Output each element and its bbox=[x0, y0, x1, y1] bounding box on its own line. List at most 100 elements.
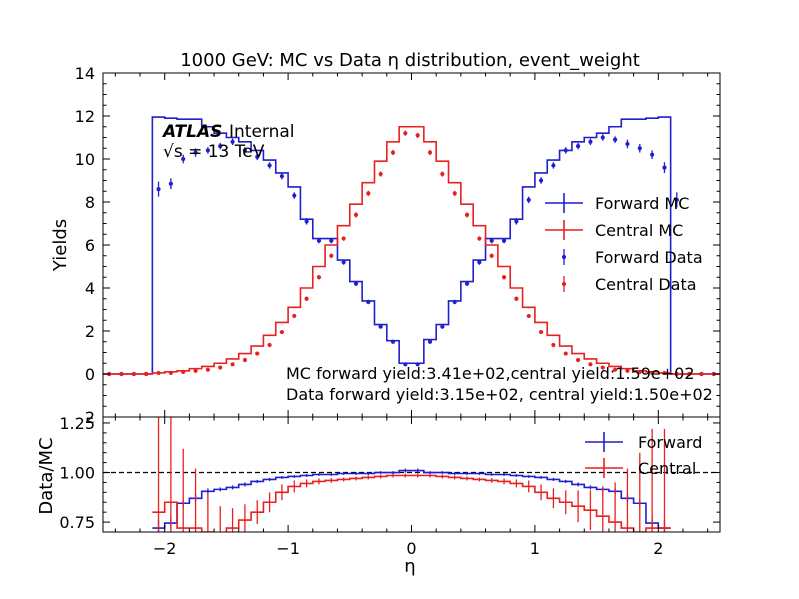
data-point-central-data-25 bbox=[415, 133, 420, 138]
data-point-central-data-41 bbox=[613, 367, 618, 372]
ratio-x-tick-label-1: 1 bbox=[530, 539, 540, 558]
data-point-forward-data-46 bbox=[674, 197, 679, 202]
data-point-central-data-19 bbox=[341, 236, 346, 241]
data-point-central-data-40 bbox=[600, 365, 605, 370]
data-point-central-data-4 bbox=[156, 370, 161, 376]
data-point-forward-data-33 bbox=[514, 219, 519, 224]
data-point-forward-data-23 bbox=[390, 339, 396, 344]
data-point-forward-data-8 bbox=[205, 148, 210, 153]
data-point-central-data-38 bbox=[575, 357, 581, 363]
data-point-forward-data-13 bbox=[267, 163, 272, 168]
main-y-tick-label-14: 14 bbox=[75, 64, 95, 83]
main-y-tick-label-6: 6 bbox=[85, 236, 95, 255]
data-point-central-data-24 bbox=[403, 131, 408, 136]
data-point-central-data-17 bbox=[316, 275, 322, 280]
data-point-forward-data-41 bbox=[613, 137, 618, 142]
data-point-forward-data-36 bbox=[551, 163, 556, 168]
legend-handle-forward-data bbox=[561, 254, 567, 260]
energy-label: √s = 13 TeV bbox=[163, 142, 265, 162]
main-y-tick-label-0: 0 bbox=[85, 365, 95, 384]
data-point-central-data-18 bbox=[329, 253, 334, 258]
data-point-central-data-42 bbox=[625, 368, 630, 373]
legend-label-forward-mc: Forward MC bbox=[595, 194, 689, 213]
data-point-central-data-1 bbox=[119, 371, 124, 377]
data-point-central-data-12 bbox=[255, 351, 260, 356]
data-point-central-data-27 bbox=[440, 171, 445, 177]
data-point-central-data-44 bbox=[650, 370, 655, 376]
data-point-central-data-14 bbox=[279, 329, 285, 335]
data-point-central-data-31 bbox=[489, 253, 494, 258]
ratio-plot: 0.75 1.00 1.25 −2 −1 0 1 2 Forward Central Data/… bbox=[36, 414, 721, 577]
data-point-forward-data-40 bbox=[600, 135, 605, 140]
data-point-central-data-43 bbox=[637, 369, 642, 374]
data-point-forward-data-28 bbox=[452, 299, 457, 305]
data-point-central-data-33 bbox=[514, 296, 519, 301]
data-point-central-data-8 bbox=[205, 367, 210, 372]
atlas-label: ATLAS bbox=[161, 122, 222, 142]
data-point-central-data-26 bbox=[427, 150, 433, 155]
data-point-forward-data-35 bbox=[538, 178, 544, 183]
data-point-central-data-48 bbox=[699, 371, 704, 377]
series-line-forward-mc bbox=[103, 116, 720, 375]
data-point-central-data-46 bbox=[674, 371, 679, 377]
data-point-central-data-34 bbox=[526, 313, 531, 319]
data-point-forward-data-14 bbox=[279, 174, 285, 179]
data-point-central-data-37 bbox=[563, 351, 568, 356]
data-point-central-data-28 bbox=[452, 191, 457, 196]
data-point-forward-data-29 bbox=[464, 281, 470, 286]
data-point-central-data-11 bbox=[242, 357, 248, 363]
main-y-tick-label-10: 10 bbox=[75, 150, 95, 169]
data-point-central-data-20 bbox=[353, 212, 359, 217]
data-point-forward-data-9 bbox=[218, 144, 223, 149]
data-point-forward-data-27 bbox=[440, 324, 445, 329]
ratio-y-tick-label-0: 0.75 bbox=[59, 513, 95, 532]
data-point-central-data-16 bbox=[304, 296, 309, 301]
ratio-y-tick-label-1: 1.00 bbox=[59, 464, 95, 483]
data-point-forward-data-38 bbox=[575, 144, 581, 149]
data-point-forward-data-31 bbox=[489, 238, 494, 243]
data-point-forward-data-30 bbox=[477, 260, 482, 265]
main-y-tick-label-2: 2 bbox=[85, 322, 95, 341]
ratio-series-line-central bbox=[152, 474, 671, 532]
data-point-forward-data-16 bbox=[304, 219, 309, 224]
data-point-central-data-30 bbox=[477, 236, 482, 241]
data-point-central-data-7 bbox=[193, 368, 198, 373]
legend-handle-central-data bbox=[561, 281, 567, 287]
data-point-central-data-3 bbox=[144, 371, 149, 377]
data-point-central-data-22 bbox=[378, 171, 383, 177]
data-point-forward-data-45 bbox=[662, 165, 667, 170]
legend-label-forward-data: Forward Data bbox=[595, 248, 703, 267]
ratio-legend: Forward Central bbox=[585, 432, 702, 478]
data-yield-annotation: Data forward yield:3.15e+02, central yie… bbox=[286, 385, 713, 404]
ratio-legend-label-forward: Forward bbox=[638, 433, 702, 452]
main-y-tick-label--2: 2 bbox=[85, 408, 95, 427]
data-point-forward-data-11 bbox=[242, 148, 248, 153]
data-point-forward-data-24 bbox=[403, 362, 408, 367]
ratio-x-tick-label--1: −1 bbox=[276, 539, 300, 558]
data-point-central-data-36 bbox=[551, 342, 556, 348]
y-axis-title-main: Yields bbox=[50, 219, 71, 272]
data-point-central-data-5 bbox=[168, 370, 173, 376]
ratio-x-tick-label-0: 0 bbox=[406, 539, 416, 558]
data-point-forward-data-5 bbox=[168, 181, 173, 186]
data-point-central-data-15 bbox=[292, 313, 297, 319]
data-point-forward-data-22 bbox=[378, 324, 383, 329]
data-point-central-data-39 bbox=[588, 362, 593, 367]
main-y-tick-label-4: 4 bbox=[85, 279, 95, 298]
data-point-forward-data-17 bbox=[316, 238, 322, 243]
mc-yield-annotation: MC forward yield:3.41e+02,central yield:… bbox=[286, 364, 695, 383]
data-point-forward-data-26 bbox=[427, 339, 433, 344]
data-point-forward-data-44 bbox=[650, 152, 655, 157]
main-y-tick-label-12: 12 bbox=[75, 107, 95, 126]
data-point-forward-data-6 bbox=[181, 156, 186, 162]
data-point-forward-data-19 bbox=[341, 260, 346, 265]
ratio-y-tick-label-2: 1.25 bbox=[59, 414, 95, 433]
data-point-forward-data-42 bbox=[625, 141, 630, 147]
x-axis-title: η bbox=[404, 556, 415, 577]
atlas-sub-label: Internal bbox=[229, 122, 295, 142]
data-point-forward-data-20 bbox=[353, 281, 359, 286]
data-point-forward-data-7 bbox=[193, 150, 198, 155]
y-axis-title-ratio: Data/MC bbox=[36, 437, 57, 514]
